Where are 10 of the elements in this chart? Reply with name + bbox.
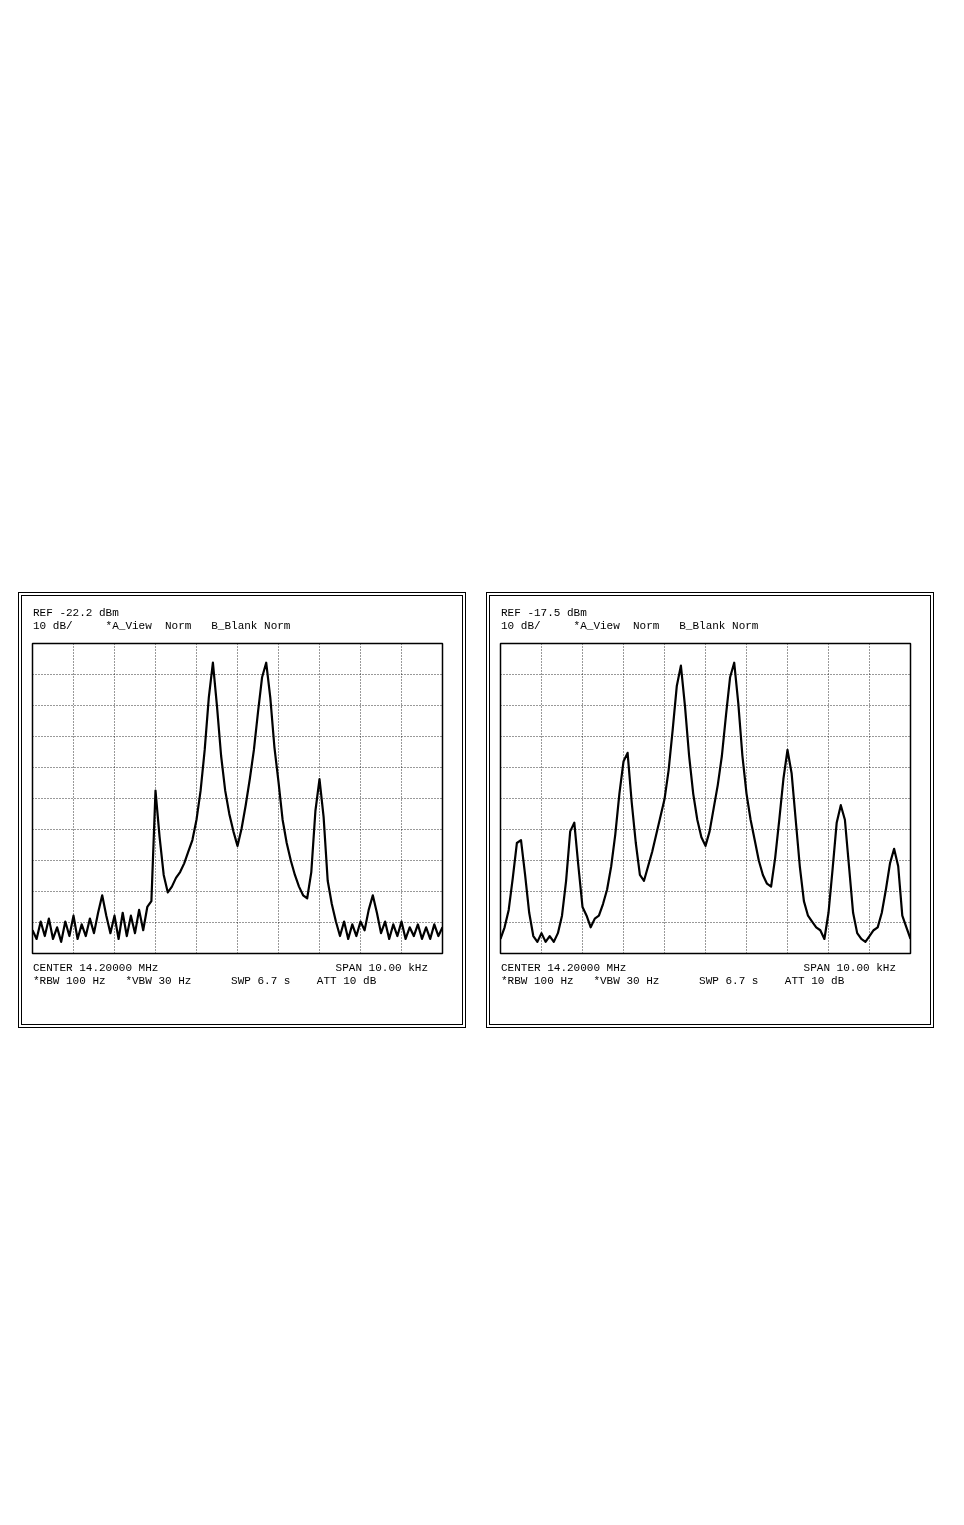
text: 10 dB/ *A_View Norm B_Blank Norm — [501, 620, 759, 632]
text: *RBW 100 Hz *VBW 30 Hz SWP 6.7 s ATT 10 dB — [33, 975, 377, 988]
text: CENTER 14.20000 MHz — [33, 962, 159, 976]
text: *RBW 100 Hz *VBW 30 Hz SWP 6.7 s ATT 10 dB — [501, 975, 845, 988]
text: REF -22.2 dBm — [33, 607, 119, 619]
text: REF -17.5 dBm — [501, 607, 587, 619]
text: SPAN 10.00 kHz — [335, 962, 428, 976]
text: 10 dB/ *A_View Norm B_Blank Norm — [33, 620, 291, 632]
text: SPAN 10.00 kHz — [803, 962, 896, 976]
text: CENTER 14.20000 MHz — [501, 962, 627, 976]
